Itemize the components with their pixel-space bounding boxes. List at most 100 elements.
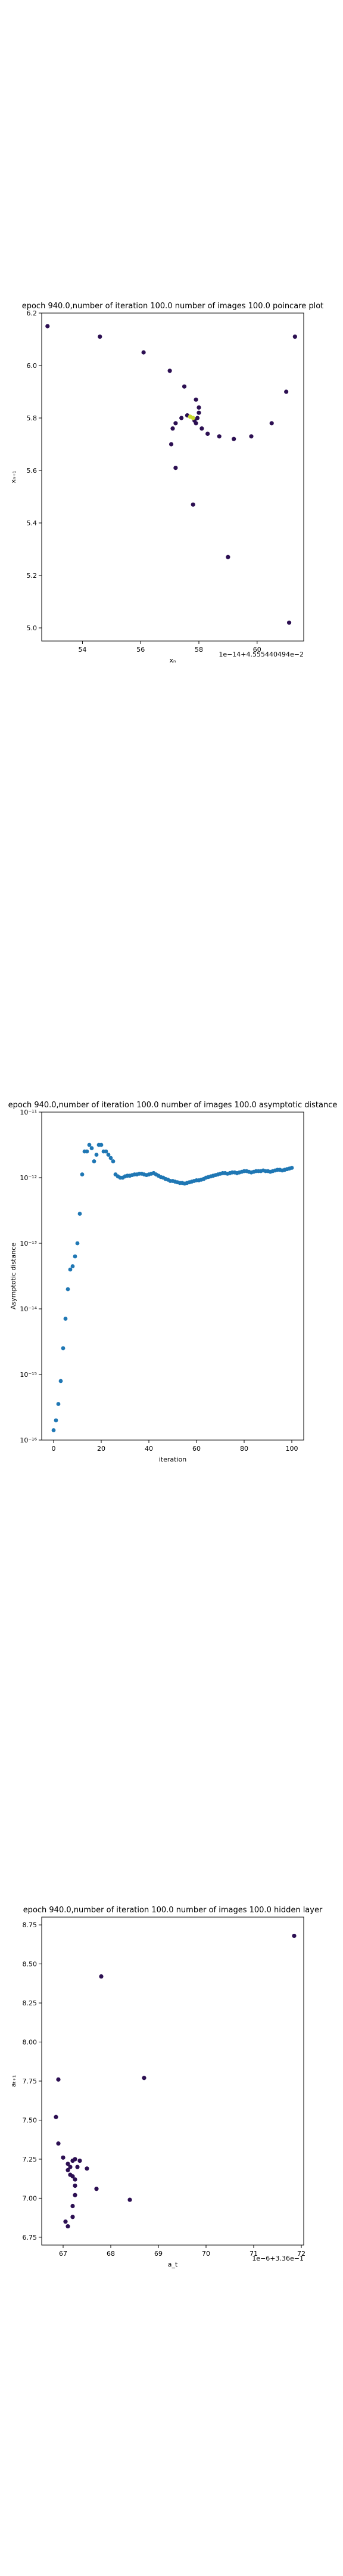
data-point xyxy=(70,2174,75,2179)
y-tick-label: 10⁻¹³ xyxy=(20,1240,37,1247)
data-point xyxy=(56,2141,61,2146)
data-point xyxy=(56,1402,61,1406)
x-tick-label: 100 xyxy=(286,1445,298,1453)
data-point xyxy=(142,2076,146,2080)
data-point xyxy=(73,2183,77,2188)
y-axis-label: Asymptotic distance xyxy=(10,1243,17,1309)
data-point xyxy=(66,2224,70,2229)
y-tick-label: 5.6 xyxy=(27,467,38,475)
data-point xyxy=(167,369,172,373)
data-point xyxy=(61,2155,66,2160)
data-point xyxy=(98,335,102,339)
data-point xyxy=(68,1267,73,1272)
x-tick-label: 70 xyxy=(202,2250,210,2258)
x-axis-label: a_t xyxy=(168,2261,178,2268)
data-point xyxy=(58,1379,63,1383)
data-point xyxy=(92,1159,96,1163)
data-point xyxy=(63,1317,68,1321)
y-tick-label: 10⁻¹¹ xyxy=(20,1109,37,1116)
data-point xyxy=(51,1428,56,1432)
y-axis-label: aₜ₊₁ xyxy=(10,2075,17,2087)
data-point xyxy=(104,1149,108,1154)
data-point xyxy=(80,1172,85,1176)
x-axis-label: iteration xyxy=(159,1456,186,1463)
data-point xyxy=(77,1212,82,1216)
data-point xyxy=(194,397,198,402)
data-point xyxy=(73,2193,77,2197)
highlight-point xyxy=(191,416,195,420)
data-point xyxy=(197,405,201,410)
y-tick-label: 8.50 xyxy=(23,1961,38,1968)
data-point xyxy=(99,1143,104,1147)
x-tick-label: 60 xyxy=(192,1445,201,1453)
asymptotic-distance-plot: epoch 940.0,number of iteration 100.0 nu… xyxy=(8,1101,338,1463)
data-point xyxy=(87,1143,92,1147)
y-tick-label: 7.50 xyxy=(23,2116,38,2124)
data-point xyxy=(292,1933,297,1939)
data-point xyxy=(286,620,292,625)
data-point xyxy=(169,442,174,447)
data-point xyxy=(75,1241,80,1246)
data-point xyxy=(85,2166,89,2171)
hidden-layer-plot: epoch 940.0,number of iteration 100.0 nu… xyxy=(10,1906,323,2268)
offset-text: 1e−14+4.555440494e−2 xyxy=(219,651,304,658)
data-point xyxy=(199,426,204,431)
data-point xyxy=(56,2077,61,2082)
data-point xyxy=(217,434,222,439)
data-point xyxy=(70,2203,75,2209)
y-tick-label: 5.2 xyxy=(27,572,38,580)
x-tick-label: 58 xyxy=(195,646,203,654)
data-point xyxy=(73,2177,77,2182)
data-point xyxy=(141,350,146,355)
poincare-plot-panel: epoch 940.0,number of iteration 100.0 nu… xyxy=(0,295,343,679)
poincare-plot: epoch 940.0,number of iteration 100.0 nu… xyxy=(10,302,324,664)
data-point xyxy=(106,1153,111,1157)
data-point xyxy=(54,1418,58,1423)
x-axis-label: xₙ xyxy=(170,657,176,664)
data-point xyxy=(66,1287,70,1292)
data-point xyxy=(195,416,200,420)
data-point xyxy=(226,555,230,559)
x-tick-label: 0 xyxy=(52,1445,56,1453)
y-tick-label: 10⁻¹⁴ xyxy=(20,1305,37,1313)
y-tick-label: 5.4 xyxy=(27,519,38,527)
data-point xyxy=(45,324,50,329)
y-tick-label: 5.8 xyxy=(27,414,38,422)
data-point xyxy=(70,2215,75,2219)
data-point xyxy=(85,1149,89,1154)
data-point xyxy=(232,436,236,441)
data-point xyxy=(73,1254,77,1259)
data-point xyxy=(191,502,195,507)
data-point xyxy=(127,2197,132,2202)
data-point xyxy=(68,2165,73,2169)
x-tick-label: 68 xyxy=(107,2250,115,2258)
y-tick-label: 6.0 xyxy=(27,362,38,370)
chart-title: epoch 940.0,number of iteration 100.0 nu… xyxy=(8,1101,338,1110)
x-tick-label: 40 xyxy=(145,1445,153,1453)
y-tick-label: 5.0 xyxy=(27,624,38,632)
chart-title: epoch 940.0,number of iteration 100.0 nu… xyxy=(23,1906,323,1915)
plot-frame xyxy=(41,1111,304,1441)
data-point xyxy=(173,421,178,426)
y-tick-label: 7.00 xyxy=(23,2194,38,2202)
data-point xyxy=(66,2162,70,2166)
plot-frame xyxy=(41,1916,304,2246)
y-tick-label: 6.2 xyxy=(27,309,38,317)
hidden-layer-panel: epoch 940.0,number of iteration 100.0 nu… xyxy=(0,1899,343,2283)
offset-text: 1e−6+3.36e−1 xyxy=(252,2255,304,2262)
y-tick-label: 10⁻¹⁶ xyxy=(20,1436,37,1444)
y-tick-label: 6.75 xyxy=(23,2234,38,2241)
data-point xyxy=(99,1974,104,1979)
y-tick-label: 8.25 xyxy=(23,1999,38,2007)
asymptotic-distance-panel: epoch 940.0,number of iteration 100.0 nu… xyxy=(0,1094,343,1478)
data-point xyxy=(170,426,175,431)
plot-frame xyxy=(41,312,304,642)
y-axis-label: xₙ₊₁ xyxy=(10,470,17,483)
data-point xyxy=(205,431,210,436)
data-point xyxy=(111,1159,116,1163)
data-point xyxy=(179,416,184,420)
x-tick-label: 69 xyxy=(154,2250,163,2258)
y-tick-label: 8.75 xyxy=(23,1921,38,1929)
x-tick-label: 56 xyxy=(136,646,145,654)
chart-title: epoch 940.0,number of iteration 100.0 nu… xyxy=(22,302,324,311)
